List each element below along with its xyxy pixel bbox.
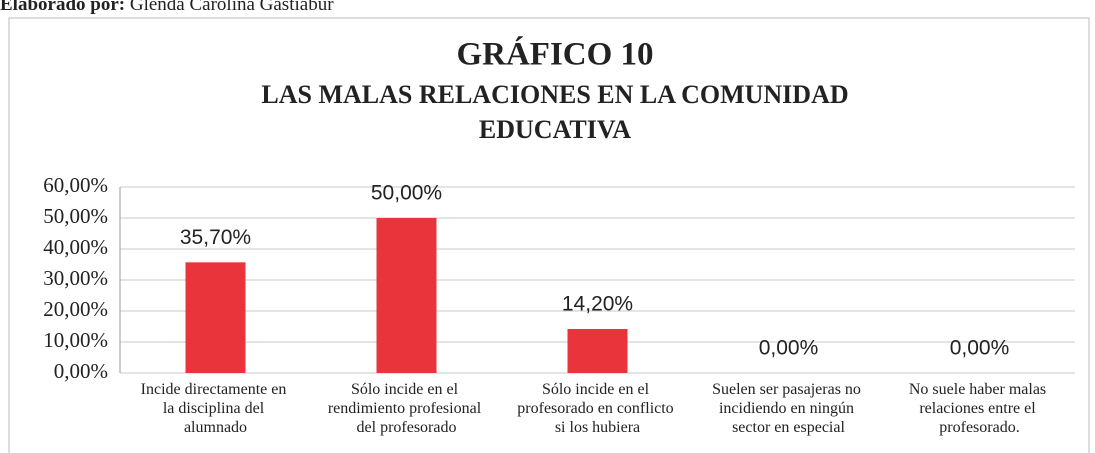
x-tick-label: Sólo incide en el profesorado en conflic… [517, 381, 677, 436]
label-line: Sólo incide en el [351, 381, 462, 398]
y-tick-label: 40,00% [43, 235, 108, 259]
x-tick-label: No suele haber malas relaciones entre el… [909, 381, 1050, 436]
label-line: del profesorado [357, 419, 457, 436]
y-tick-label: 30,00% [43, 266, 108, 290]
bar [376, 218, 437, 373]
value-label: 14,20% [562, 293, 633, 316]
label-line: sector en especial [732, 419, 845, 436]
header-label: Elaborado por: [0, 0, 125, 15]
value-label: 35,70% [180, 226, 251, 249]
label-line: relaciones entre el [919, 400, 1039, 417]
label-line: Suelen ser pasajeras no [712, 381, 865, 398]
label-line: si los hubiera [555, 419, 640, 436]
header-author: Glenda Carolina Gastiabur [130, 0, 334, 15]
y-tick-label: 60,00% [43, 173, 108, 197]
y-tick-label: 10,00% [43, 328, 108, 352]
y-tick-label: 50,00% [43, 204, 108, 228]
value-label: 50,00% [371, 182, 442, 205]
label-line: Sólo incide en el [542, 381, 653, 398]
chart-frame [8, 17, 1090, 453]
chart-subtitle: LAS MALAS RELACIONES EN LA COMUNIDAD [261, 80, 848, 109]
label-line: alumnado [184, 419, 247, 436]
value-label: 0,00% [950, 337, 1010, 360]
bar [567, 328, 628, 373]
x-tick-label: Suelen ser pasajeras no incidiendo en ni… [712, 381, 865, 436]
bar [185, 262, 246, 373]
label-line: incidiendo en ningún [719, 400, 858, 417]
x-tick-label: Sólo incide en el rendimiento profesiona… [328, 381, 485, 436]
label-line: profesorado en conflicto [517, 400, 677, 417]
header: Elaborado por: Glenda Carolina Gastiabur [0, 0, 334, 15]
y-tick-label: 20,00% [43, 297, 108, 321]
label-line: No suele haber malas [909, 381, 1050, 398]
label-line: rendimiento profesional [328, 400, 485, 417]
value-label: 0,00% [759, 337, 819, 360]
label-line: la disciplina del [163, 400, 268, 417]
label-line: profesorado. [939, 419, 1019, 436]
y-tick-label: 0,00% [54, 359, 108, 383]
label-line: Incide directamente en [141, 381, 291, 398]
x-tick-label: Incide directamente en la disciplina del… [141, 381, 291, 436]
chart-subtitle: EDUCATIVA [479, 115, 631, 144]
chart-title: GRÁFICO 10 [456, 36, 653, 73]
